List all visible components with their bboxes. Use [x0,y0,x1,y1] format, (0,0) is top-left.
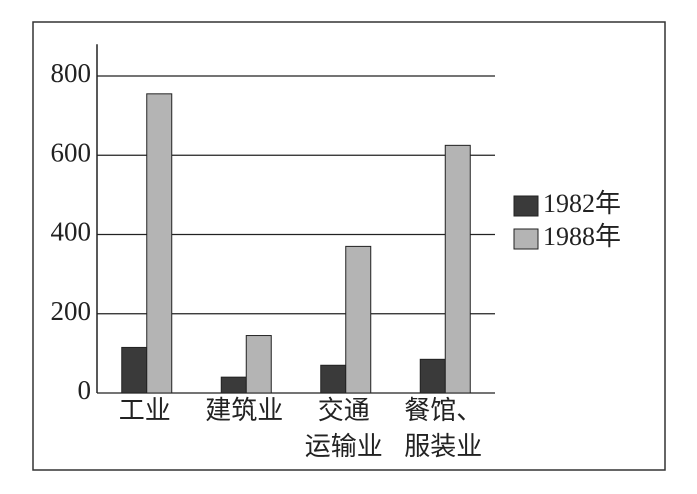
legend-label: 1982年 [543,189,621,218]
bar [345,245,372,394]
bar [320,364,347,394]
y-tick-label: 0 [78,375,92,405]
bar [146,93,173,394]
y-tick-label: 200 [51,296,92,326]
legend-swatch [513,195,539,217]
y-tick-label: 600 [51,137,92,167]
y-tick-label: 800 [51,58,92,88]
bar [245,335,272,394]
bar [444,144,471,394]
bar [220,376,247,394]
x-tick-label: 交通 [318,396,370,425]
bar [121,346,148,394]
x-tick-label: 服装业 [404,432,482,461]
x-tick-label: 建筑业 [205,396,283,425]
y-tick-label: 400 [51,217,92,247]
x-tick-label: 工业 [119,396,171,425]
frame [32,21,666,471]
legend-swatch [513,228,539,250]
legend-label: 1988年 [543,222,621,251]
bar [419,358,446,394]
x-tick-label: 运输业 [305,432,383,461]
x-tick-label: 餐馆、 [404,396,482,425]
